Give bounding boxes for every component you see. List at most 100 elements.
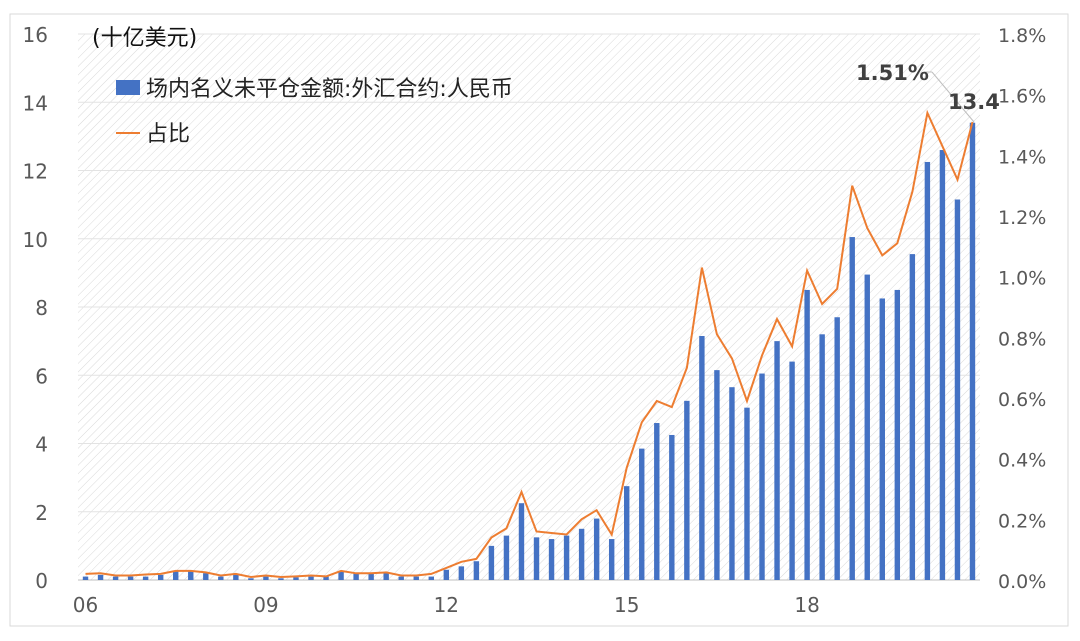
bar-46 bbox=[774, 341, 780, 580]
bar-21 bbox=[398, 576, 404, 580]
bar-11 bbox=[248, 578, 254, 580]
y-left-tick-10: 10 bbox=[23, 228, 48, 252]
bar-24 bbox=[443, 569, 450, 580]
bar-50 bbox=[834, 317, 840, 580]
bar-35 bbox=[608, 539, 615, 580]
bar-14 bbox=[293, 577, 299, 580]
bar-5 bbox=[157, 574, 164, 580]
bar-17 bbox=[338, 571, 344, 580]
bar-3 bbox=[127, 576, 134, 580]
bar-44 bbox=[744, 407, 750, 580]
bar-15 bbox=[308, 576, 314, 580]
bar-8 bbox=[203, 573, 209, 580]
y-right-tick-6: 1.2% bbox=[998, 207, 1046, 229]
y-left-tick-0: 0 bbox=[35, 569, 48, 593]
bar-27 bbox=[488, 545, 495, 580]
bar-26 bbox=[473, 561, 480, 580]
bar-9 bbox=[218, 576, 224, 580]
bar-20 bbox=[383, 573, 389, 580]
x-tick-15: 15 bbox=[614, 593, 639, 617]
bar-7 bbox=[188, 571, 194, 580]
bar-28 bbox=[503, 535, 510, 580]
x-tick-06: 06 bbox=[73, 593, 98, 617]
bar-22 bbox=[413, 576, 419, 580]
bar-34 bbox=[593, 518, 600, 580]
legend-bar-swatch bbox=[116, 80, 140, 95]
y-left-tick-4: 4 bbox=[35, 433, 48, 457]
bar-16 bbox=[323, 576, 329, 580]
bar-45 bbox=[759, 373, 765, 580]
bar-18 bbox=[353, 573, 359, 580]
y-left-tick-8: 8 bbox=[35, 296, 48, 320]
annotations: 1.51% 13.4 bbox=[856, 61, 1000, 123]
y-right-tick-7: 1.4% bbox=[998, 146, 1046, 168]
bar-series bbox=[82, 122, 976, 580]
bar-47 bbox=[789, 361, 795, 580]
y-right-tick-3: 0.6% bbox=[998, 389, 1046, 411]
y-left-tick-2: 2 bbox=[35, 501, 48, 525]
y-right-tick-9: 1.8% bbox=[998, 25, 1046, 47]
bar-54 bbox=[894, 289, 901, 580]
bar-42 bbox=[714, 370, 720, 580]
bar-41 bbox=[699, 336, 705, 580]
bar-19 bbox=[368, 573, 374, 580]
y-right-tick-8: 1.6% bbox=[998, 86, 1046, 108]
bar-56 bbox=[924, 161, 931, 580]
x-axis: 06 09 12 15 18 bbox=[73, 593, 820, 617]
bar-4 bbox=[142, 576, 149, 580]
bar-38 bbox=[654, 423, 660, 580]
y-axis-left: 0 2 4 6 8 10 12 14 16 bbox=[23, 23, 48, 593]
bar-12 bbox=[263, 576, 269, 580]
ratio-line-series bbox=[85, 109, 974, 579]
unit-label: (十亿美元) bbox=[92, 26, 197, 51]
legend-line-label: 占比 bbox=[146, 122, 190, 147]
annotation-value-last: 13.4 bbox=[948, 90, 1000, 114]
y-left-tick-16: 16 bbox=[23, 23, 48, 47]
bar-30 bbox=[533, 537, 540, 580]
y-right-tick-4: 0.8% bbox=[998, 328, 1046, 350]
bar-55 bbox=[909, 254, 916, 580]
bar-58 bbox=[954, 199, 961, 580]
x-tick-12: 12 bbox=[434, 593, 459, 617]
bar-51 bbox=[849, 237, 855, 580]
bar-53 bbox=[879, 298, 885, 580]
x-tick-09: 09 bbox=[253, 593, 278, 617]
bar-37 bbox=[639, 448, 645, 580]
y-right-tick-2: 0.4% bbox=[998, 450, 1046, 472]
bar-59 bbox=[969, 122, 976, 580]
bar-32 bbox=[563, 535, 570, 580]
x-tick-18: 18 bbox=[794, 593, 819, 617]
bar-48 bbox=[804, 289, 810, 580]
bar-2 bbox=[112, 576, 119, 580]
bar-1 bbox=[97, 574, 104, 580]
bar-52 bbox=[864, 274, 870, 580]
gridlines bbox=[78, 33, 980, 581]
bar-57 bbox=[939, 150, 946, 580]
bar-25 bbox=[458, 566, 465, 580]
annotation-leader-ratio-2 bbox=[931, 71, 975, 123]
bar-39 bbox=[669, 434, 675, 580]
y-right-tick-0: 0.0% bbox=[998, 571, 1046, 593]
bar-31 bbox=[548, 539, 555, 580]
y-left-tick-12: 12 bbox=[23, 160, 48, 184]
bar-33 bbox=[578, 528, 585, 580]
bar-0 bbox=[82, 576, 89, 580]
bar-10 bbox=[233, 574, 239, 580]
bar-40 bbox=[684, 400, 690, 580]
legend: 场内名义未平仓金额:外汇合约:人民币 占比 bbox=[116, 77, 513, 147]
y-right-tick-5: 1.0% bbox=[998, 268, 1046, 290]
bar-36 bbox=[624, 486, 630, 580]
annotation-ratio-last: 1.51% bbox=[856, 61, 929, 85]
y-left-tick-6: 6 bbox=[35, 364, 48, 388]
bar-13 bbox=[278, 578, 284, 580]
bar-6 bbox=[173, 571, 179, 580]
y-left-tick-14: 14 bbox=[23, 91, 48, 115]
bar-49 bbox=[819, 334, 825, 580]
bar-23 bbox=[428, 576, 434, 580]
y-axis-right: 0.0% 0.2% 0.4% 0.6% 0.8% 1.0% 1.2% 1.4% 1.6% 1.8% bbox=[998, 25, 1046, 593]
legend-bar-label: 场内名义未平仓金额:外汇合约:人民币 bbox=[146, 77, 513, 102]
y-right-tick-1: 0.2% bbox=[998, 510, 1046, 532]
bar-29 bbox=[518, 503, 525, 580]
